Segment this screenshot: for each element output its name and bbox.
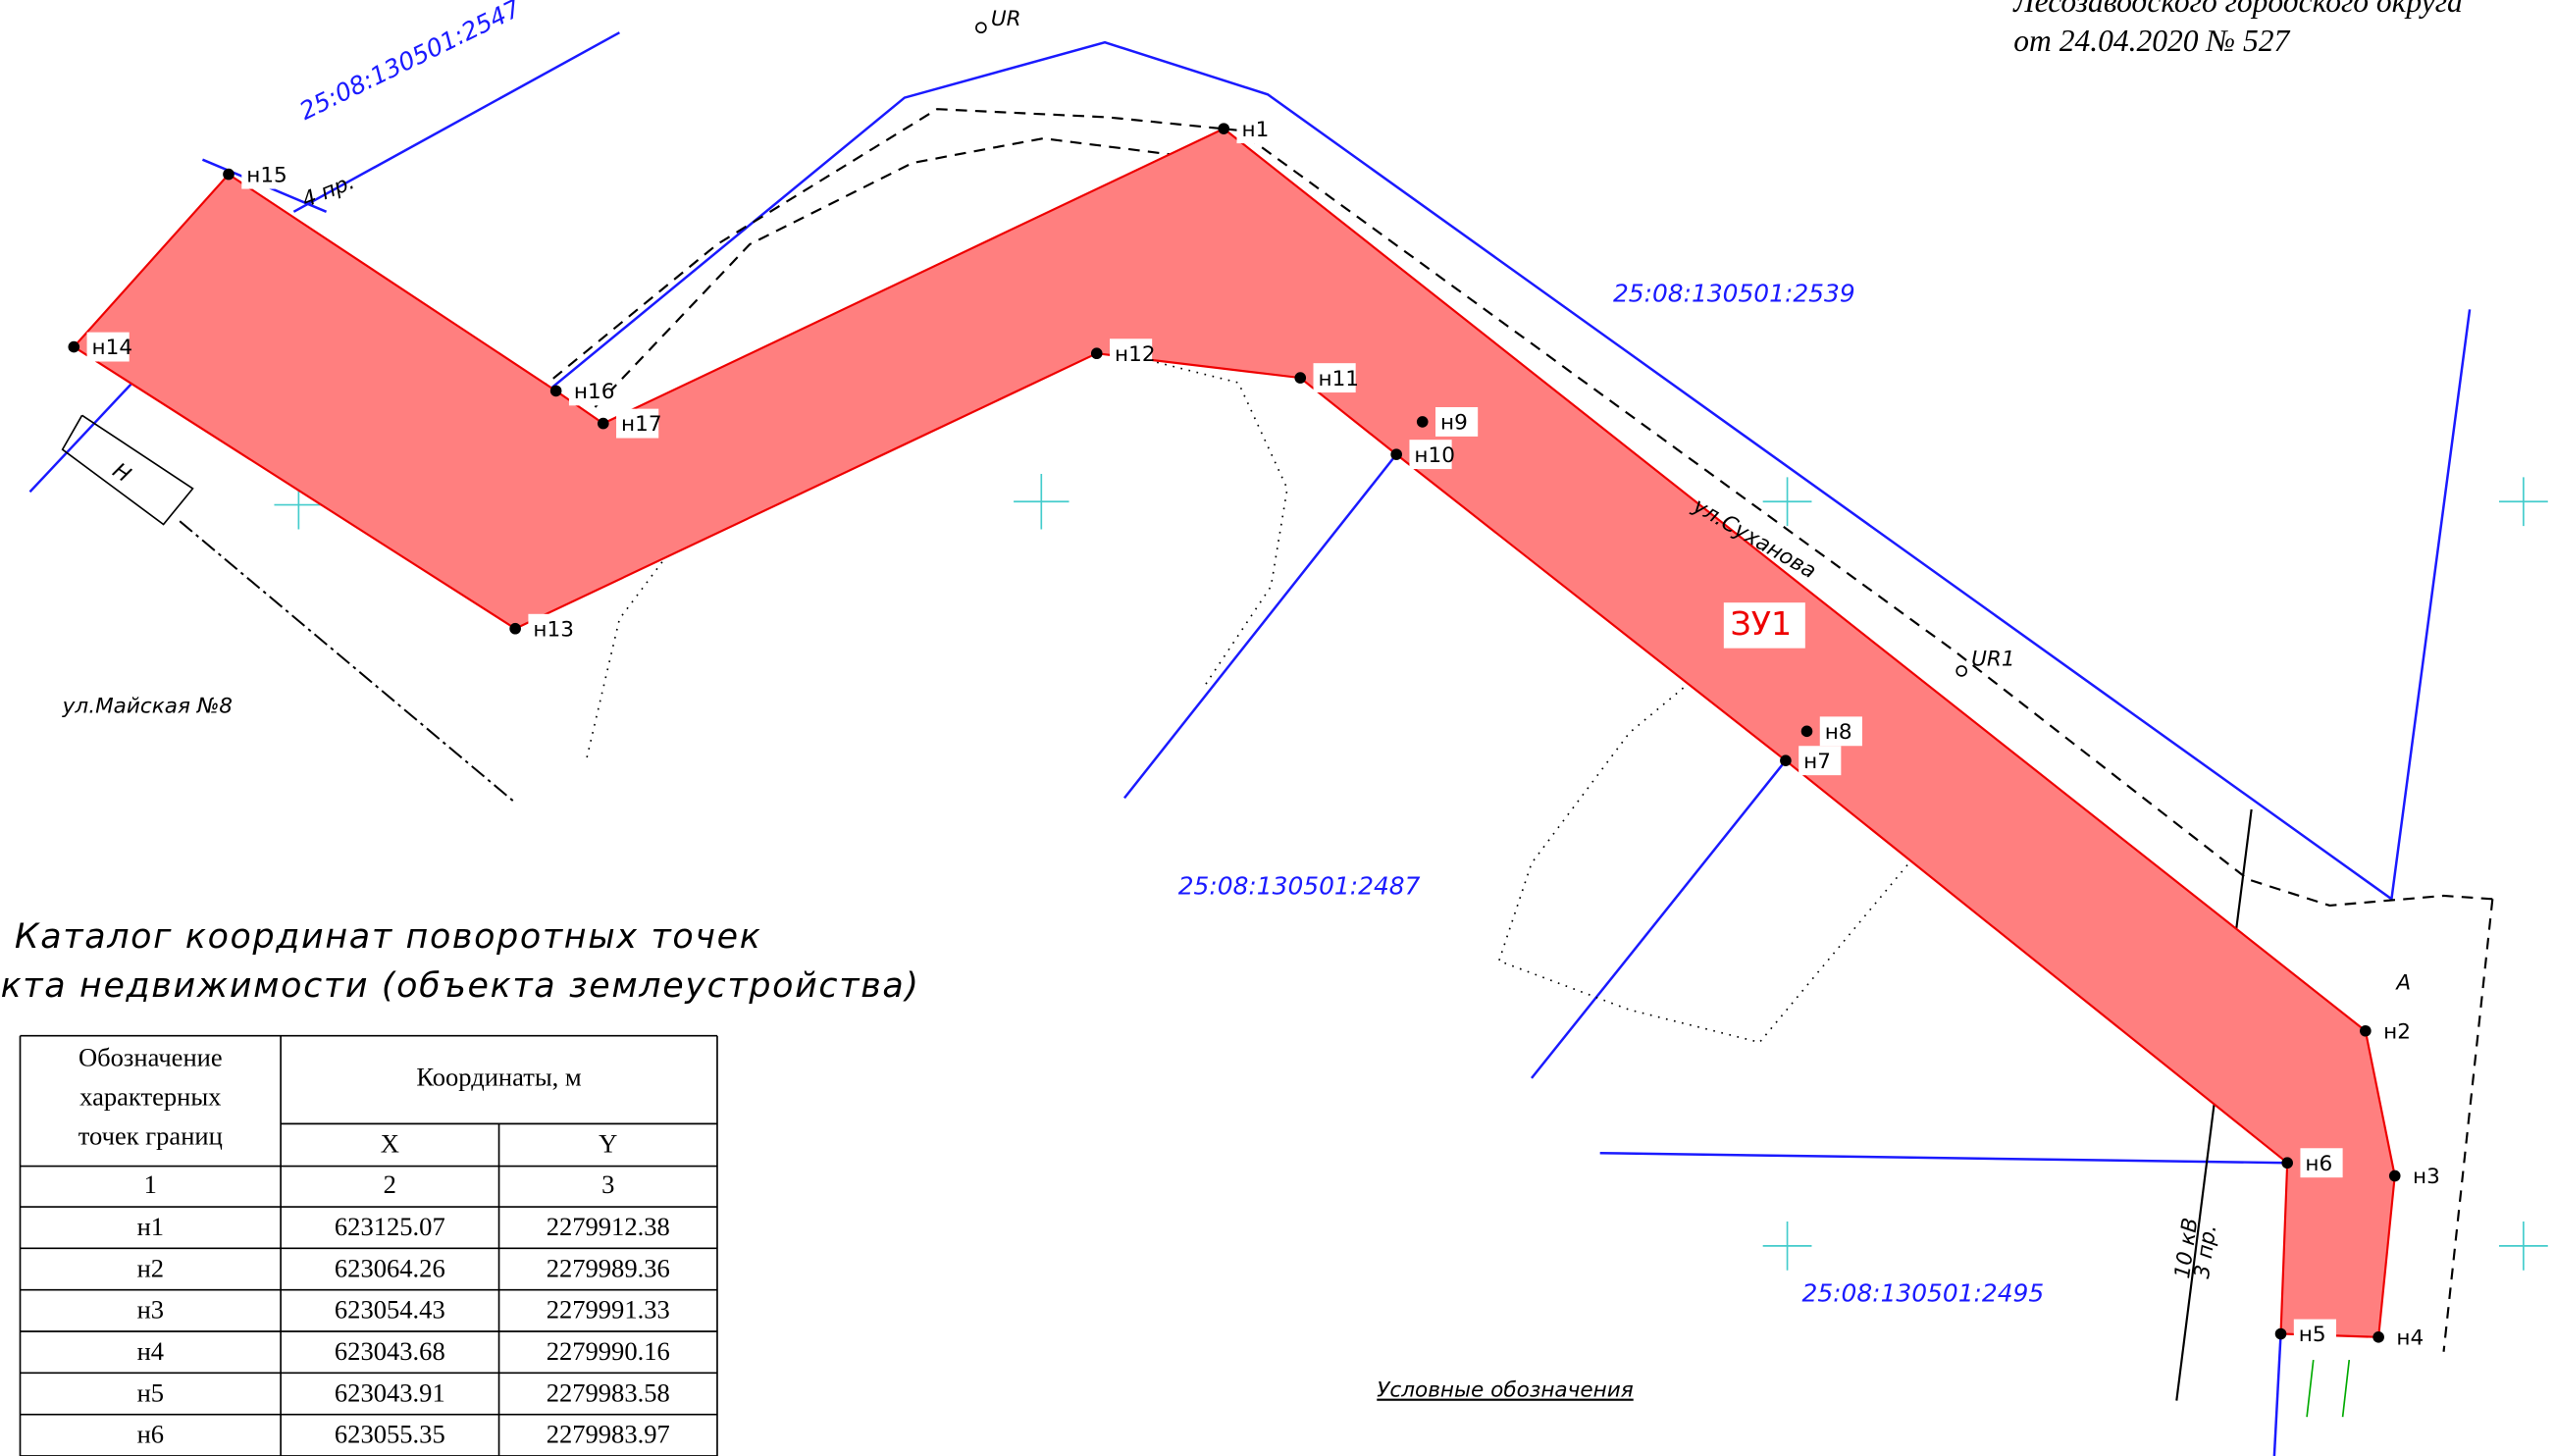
boundary [1600, 1153, 2288, 1163]
green-line [2307, 1360, 2314, 1417]
table-cell: 623043.91 [335, 1378, 445, 1407]
turning-point [2281, 1157, 2293, 1169]
point-label: н3 [2413, 1165, 2440, 1189]
turning-point [2389, 1170, 2401, 1182]
table-cell: характерных [79, 1082, 221, 1112]
coordinate-table: Обозначение характерных точек границ Коорди… [21, 1036, 717, 1456]
turning-point [1218, 123, 1229, 134]
turning-point [1417, 416, 1429, 428]
marker [1956, 666, 1966, 676]
note-label: А [2394, 971, 2411, 996]
table-cell: Обозначение [78, 1043, 223, 1072]
turning-point [1294, 372, 1306, 384]
header-line: от 24.04.2020 № 527 [2013, 24, 2290, 58]
parcel-number: 25:08:130501:2495 [1802, 1279, 2045, 1308]
table-cell: X [381, 1129, 399, 1159]
table-cell: 2279991.33 [547, 1295, 670, 1325]
boundary [2274, 1334, 2281, 1456]
table-cell: Координаты, м [416, 1063, 582, 1092]
note-label: Н [108, 458, 134, 488]
point-label: н14 [92, 336, 133, 360]
green-line [2343, 1360, 2350, 1417]
land-plot [74, 129, 2394, 1337]
note-label: 4 пр. [298, 170, 358, 213]
table-cell: н5 [137, 1378, 164, 1407]
turning-point [1801, 726, 1813, 738]
table-cell: 623043.68 [335, 1336, 445, 1366]
turning-point [68, 341, 79, 353]
parcel-number: 25:08:130501:2487 [1178, 872, 1421, 901]
table-cell: точек границ [78, 1120, 223, 1150]
table-cell: 2279989.36 [547, 1253, 670, 1282]
point-label: н16 [574, 380, 615, 404]
turning-point [2360, 1025, 2372, 1037]
point-label: н7 [1803, 750, 1831, 774]
table-cell: 623054.43 [335, 1295, 445, 1325]
point-label: н9 [1440, 411, 1468, 436]
point-label: н2 [2383, 1019, 2411, 1044]
turning-point [2372, 1331, 2384, 1343]
zone-label: ЗУ1 [1730, 604, 1792, 643]
point-label: н11 [1318, 367, 1359, 391]
turning-point [509, 623, 521, 635]
point-label: н1 [1241, 118, 1269, 142]
table-cell: 623125.07 [335, 1212, 445, 1241]
parcel-number: 25:08:130501:2539 [1613, 279, 1855, 307]
table-cell: н4 [137, 1336, 164, 1366]
table-cell: н2 [137, 1253, 164, 1282]
catalog-title: Каталог координат поворотных точек [15, 917, 762, 957]
turning-point [550, 386, 562, 397]
marker-label: UR1 [1971, 647, 2014, 671]
table-cell: 2279983.97 [547, 1420, 670, 1449]
table-cell: 2279990.16 [547, 1336, 670, 1366]
map-sheet: н1н2н3н4н5н6н7н8н9н10н11н12н13н14н15н16н… [0, 0, 2555, 1456]
point-label: н17 [621, 412, 662, 437]
road-edge [2444, 899, 2493, 1351]
legend-title: Условные обозначения [1377, 1378, 1633, 1403]
turning-point [1390, 448, 1402, 460]
point-label: н8 [1825, 720, 1852, 745]
header-line: Лесозаводского городского округа [2012, 0, 2462, 19]
table-cell: 2279912.38 [547, 1212, 670, 1241]
point-label: н4 [2396, 1326, 2424, 1350]
table-cell: н1 [137, 1212, 164, 1241]
marker [976, 23, 986, 32]
marker-label: UR [991, 7, 1021, 31]
table-cell: н6 [137, 1420, 164, 1449]
street-label: ул.Майская №8 [62, 694, 233, 718]
point-label: н5 [2299, 1323, 2326, 1347]
turning-point [2275, 1328, 2287, 1340]
table-cell: 623064.26 [335, 1253, 445, 1282]
table-cell: 623055.35 [335, 1420, 445, 1449]
catalog-title: кта недвижимости (объекта землеустройств… [1, 966, 920, 1006]
turning-point [598, 418, 609, 430]
table-cell: 2 [384, 1170, 396, 1199]
turning-point [1091, 347, 1103, 359]
table-cell: 3 [601, 1170, 614, 1199]
boundary [1124, 454, 1396, 798]
parcel-number: 25:08:130501:2547 [295, 0, 526, 126]
table-cell: Y [599, 1129, 617, 1159]
point-label: н15 [246, 163, 287, 187]
turning-point [1780, 754, 1792, 766]
point-label: н10 [1414, 443, 1455, 468]
point-label: н12 [1115, 342, 1156, 367]
table-cell: 2279983.58 [547, 1378, 670, 1407]
point-label: н13 [533, 617, 574, 642]
boundary [1532, 760, 1786, 1078]
table-cell: 1 [144, 1170, 157, 1199]
point-label: н6 [2305, 1152, 2332, 1176]
table-cell: н3 [137, 1295, 164, 1325]
turning-point [223, 169, 235, 181]
